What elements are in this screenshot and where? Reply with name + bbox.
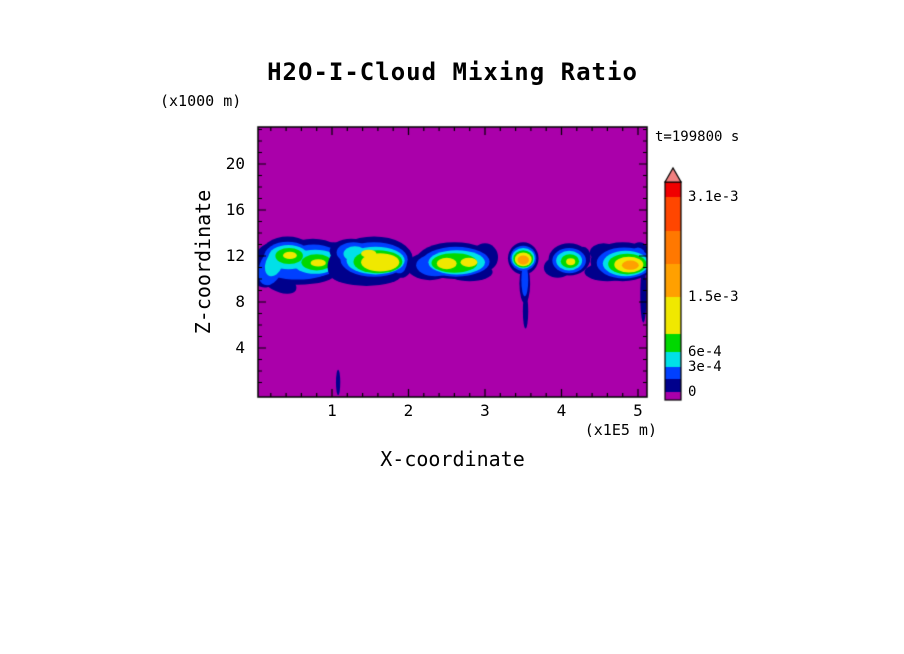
x-tick-label: 2 bbox=[403, 401, 414, 420]
time-annotation: t=199800 s bbox=[655, 129, 740, 145]
colorbar-label: 6e-4 bbox=[688, 344, 722, 360]
z-tick-label: 8 bbox=[235, 292, 245, 311]
x-axis-title: X-coordinate bbox=[380, 447, 525, 471]
x-tick-label: 1 bbox=[327, 401, 337, 420]
x-tick-label: 5 bbox=[633, 401, 643, 420]
z-tick-label: 16 bbox=[225, 200, 245, 219]
colorbar-label: 3e-4 bbox=[688, 359, 722, 375]
z-tick-label: 12 bbox=[225, 246, 245, 265]
z-axis-unit-label: (x1000 m) bbox=[160, 92, 242, 110]
colorbar-label: 0 bbox=[688, 384, 697, 400]
x-tick-label: 4 bbox=[556, 401, 567, 420]
chart-title: H2O-I-Cloud Mixing Ratio bbox=[267, 58, 638, 86]
colorbar-label: 3.1e-3 bbox=[688, 189, 739, 205]
x-tick-label: 3 bbox=[480, 401, 490, 420]
colorbar-label: 1.5e-3 bbox=[688, 289, 739, 305]
x-axis-unit-label: (x1E5 m) bbox=[584, 421, 657, 439]
z-tick-label: 20 bbox=[225, 154, 245, 173]
z-tick-label: 4 bbox=[235, 338, 245, 357]
